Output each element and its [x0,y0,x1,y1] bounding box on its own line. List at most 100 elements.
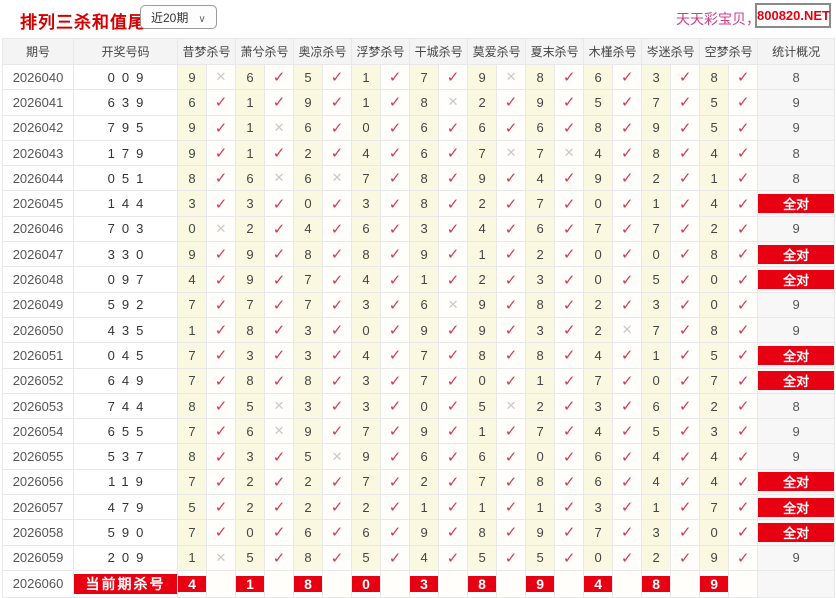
check-icon: ✓ [214,322,228,340]
period-cell: 2026047 [2,241,74,268]
check-icon: ✓ [388,246,402,264]
kill-mark-cell: ✕ [322,165,353,192]
kill-mark-cell: ✕ [322,443,353,470]
kill-mark-cell: ✓ [554,367,585,394]
period-cell: 2026042 [2,114,74,141]
check-icon: ✓ [736,347,750,365]
kill-number-cell: 5 [641,266,672,293]
kill-number-cell: 0 [467,367,498,394]
kill-number-cell: 3 [235,342,266,369]
kill-number-cell: 3 [641,519,672,546]
kill-mark-cell: ✕ [438,291,469,318]
kill-number-cell: 7 [641,316,672,344]
period-range-dropdown[interactable]: 近20期 ∨ [140,5,217,29]
current-kill-number-cell: 0 [351,569,382,598]
stat-cell: 全对 [757,519,836,546]
kill-mark-cell: ✓ [264,342,295,369]
draw-code-cell: 045 [73,342,178,369]
kill-mark-cell: ✓ [205,266,237,293]
period-cell: 2026059 [2,544,74,571]
check-icon: ✓ [562,499,576,517]
kill-number-cell: 4 [293,215,324,243]
kill-mark-cell: ✓ [554,342,585,369]
check-icon: ✓ [504,246,518,264]
stat-cell: 8 [757,63,836,91]
column-header: 莫爱杀号 [467,38,527,65]
kill-number-cell: 4 [641,468,672,496]
check-icon: ✓ [446,195,460,213]
kill-mark-cell: ✓ [322,266,353,293]
kill-number-cell: 7 [177,418,207,445]
kill-number-cell: 9 [177,114,207,141]
check-icon: ✓ [504,347,518,365]
kill-number-cell: 6 [293,519,324,546]
check-icon: ✓ [330,423,344,441]
kill-mark-cell: ✕ [205,215,237,243]
kill-number-cell: 2 [235,468,266,496]
kill-mark-cell: ✓ [554,544,585,571]
check-icon: ✓ [620,195,634,213]
cross-icon: ✕ [331,170,343,186]
check-icon: ✓ [214,246,228,264]
kill-mark-cell: ✓ [728,544,759,571]
kill-number-cell: 4 [351,139,382,167]
check-icon: ✓ [272,246,286,264]
kill-number-cell: 3 [351,392,382,420]
column-header: 昔梦杀号 [176,38,237,65]
check-icon: ✓ [620,145,634,163]
kill-number-cell: 9 [641,114,672,141]
kill-number-cell: 9 [467,316,498,344]
check-icon: ✓ [562,473,576,491]
kill-number-cell: 3 [525,266,556,293]
kill-mark-cell: ✓ [380,494,411,521]
check-icon: ✓ [678,145,692,163]
check-icon: ✓ [736,372,750,390]
check-icon: ✓ [446,549,460,567]
column-header: 开奖号码 [73,38,178,65]
kill-mark-cell: ✓ [438,241,469,268]
check-icon: ✓ [562,271,576,289]
check-icon: ✓ [620,271,634,289]
kill-number-cell: 5 [235,392,266,420]
check-icon: ✓ [272,524,286,542]
check-icon: ✓ [214,499,228,517]
column-header: 干城杀号 [409,38,469,65]
kill-number-cell: 7 [409,342,440,369]
site-url-badge[interactable]: 800820.NET [755,3,831,28]
kill-mark-cell: ✓ [380,342,411,369]
kill-number-cell: 9 [583,165,614,192]
column-header: 夏末杀号 [525,38,585,65]
kill-number-cell: 3 [583,392,614,420]
kill-number-cell: 2 [467,266,498,293]
check-icon: ✓ [330,524,344,542]
kill-mark-cell: ✓ [612,342,643,369]
check-icon: ✓ [678,195,692,213]
check-icon: ✓ [388,69,402,87]
kill-mark-cell: ✓ [380,63,411,91]
current-kill-number-cell: 3 [409,569,440,598]
check-icon: ✓ [272,145,286,163]
check-icon: ✓ [504,170,518,188]
check-icon: ✓ [562,195,576,213]
cross-icon: ✕ [273,398,285,413]
draw-code-cell: 592 [73,291,178,318]
kill-number-cell: 2 [467,190,498,217]
kill-mark-cell: ✓ [554,266,585,293]
kill-number-cell: 9 [177,139,207,167]
kill-number-cell: 1 [699,165,730,192]
check-icon: ✓ [272,549,286,567]
period-cell: 2026060 [2,569,74,598]
check-icon: ✓ [736,499,750,517]
check-icon: ✓ [736,271,750,289]
current-kill-number-cell: 1 [235,569,266,598]
check-icon: ✓ [330,94,344,112]
stat-cell: 9 [757,291,836,318]
check-icon: ✓ [446,69,460,87]
kill-number-cell: 9 [467,165,498,192]
table-row: 2026046 703 0 ✕ 2 ✓ 4 ✓ 6 ✓ 3 ✓ 4 ✓ 6 ✓ 7 ✓ 7 ✓ 2 ✓ 9 [2,215,836,243]
column-header: 奥凉杀号 [293,38,353,65]
kill-number-cell: 7 [351,165,382,192]
check-icon: ✓ [214,423,228,441]
table-row: 2026042 795 9 ✓ 1 ✕ 6 ✓ 0 ✓ 6 ✓ 6 ✓ 6 ✓ 8 ✓ 9 ✓ 5 ✓ 9 [2,114,836,141]
check-icon: ✓ [678,347,692,365]
